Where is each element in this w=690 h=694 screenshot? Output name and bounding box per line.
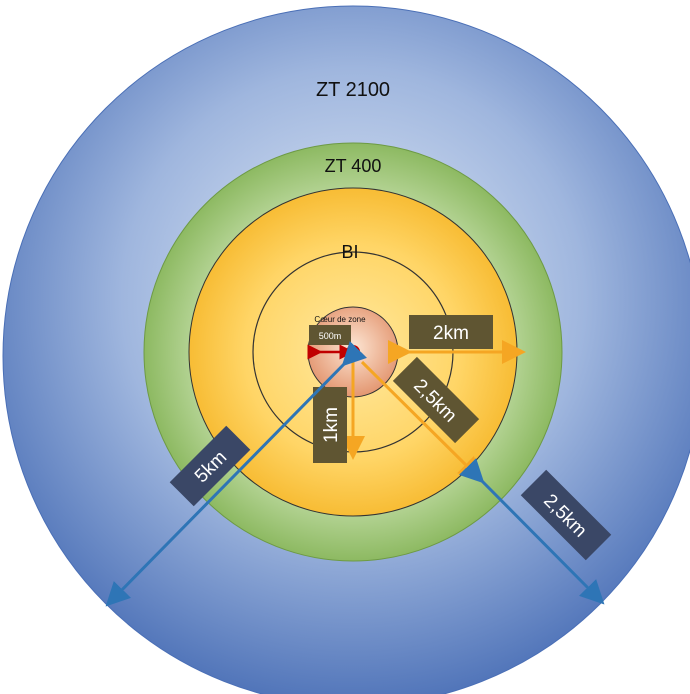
- tag-2-5km-inner-box: [392, 356, 480, 444]
- zone-coeur-label: Cœur de zone: [314, 315, 366, 324]
- arrow-5km: [105, 341, 367, 607]
- arrow-2-5km-outer: [459, 458, 605, 605]
- zone-zt2100-label: ZT 2100: [316, 79, 390, 101]
- arrow-2-5km-inner: [360, 360, 483, 482]
- zone-zt400-label: ZT 400: [325, 156, 382, 176]
- tag-2km-box: [409, 315, 493, 349]
- zone-bi-label: BI: [341, 242, 358, 262]
- center-point: [346, 345, 360, 359]
- tag-500m-label: 500m: [319, 331, 342, 341]
- tag-500m-box: [309, 325, 351, 345]
- tag-2-5km-outer-box: [520, 469, 612, 561]
- tag-1km-label: 1km: [321, 407, 342, 443]
- tag-5km-box: [169, 425, 251, 507]
- tag-2km-label: 2km: [433, 323, 469, 344]
